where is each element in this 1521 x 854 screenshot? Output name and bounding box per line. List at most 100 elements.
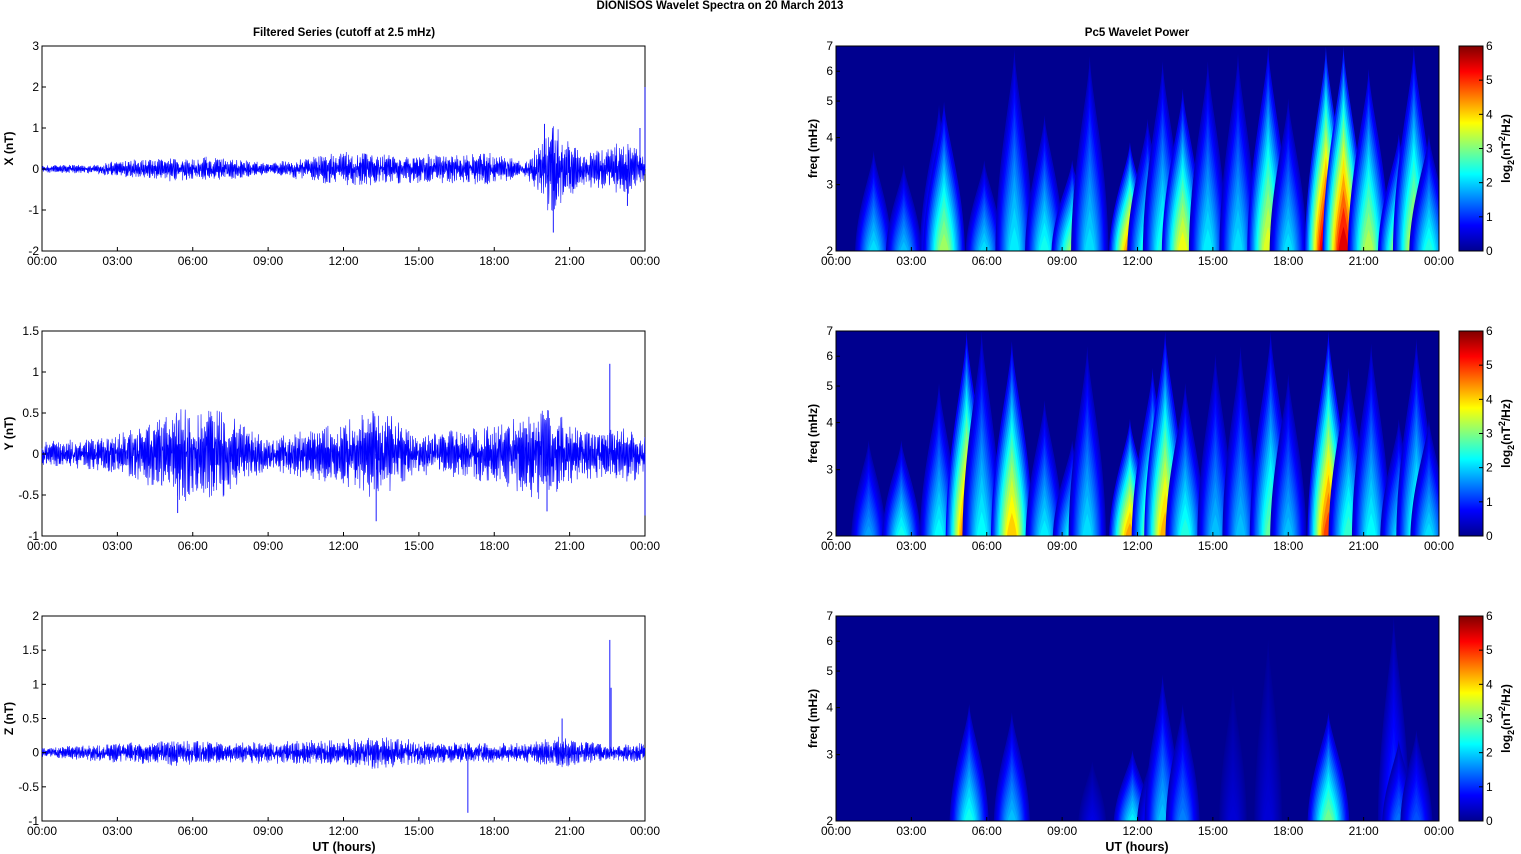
wp-x-panel: 2 3 4 5 6 7 freq (mHz) 0 1 2 3 4 5 6 log2(nT2/Hz) (806, 39, 1516, 258)
ts-x-x-tick-label: 00:00 (27, 254, 57, 268)
ts-z-y-tick-label: 0 (32, 746, 39, 760)
wp-x-y-tick-label: 4 (826, 131, 833, 145)
ts-z-x-tick-label: 09:00 (253, 824, 283, 838)
ts-y-y-tick-label: -0.5 (18, 488, 39, 502)
ts-x-x-tick-label: 03:00 (102, 254, 132, 268)
ts-y-panel: -1 -0.5 0 0.5 1 1.5 Y (nT) (2, 324, 646, 543)
wp-y-colorbar-label: log2(nT2/Hz) (1497, 399, 1516, 468)
ts-z-x-tick-label: 12:00 (328, 824, 358, 838)
wp-z-y-axis-label: freq (mHz) (806, 689, 820, 748)
ts-z-x-tick-label: 06:00 (178, 824, 208, 838)
wp-y-x-tick-label: 18:00 (1273, 539, 1303, 553)
ts-y-y-tick-label: -1 (28, 529, 39, 543)
ts-x-y-tick-label: -1 (28, 203, 39, 217)
wp-z-x-tick-label: 00:00 (1424, 824, 1454, 838)
ts-x-y-tick-label: 0 (32, 162, 39, 176)
ts-y-x-tick-label: 06:00 (178, 539, 208, 553)
wp-z-colorbar-tick-label: 6 (1486, 609, 1493, 623)
ts-z-y-tick-label: 1 (32, 677, 39, 691)
ts-x-x-tick-label: 15:00 (404, 254, 434, 268)
wp-z-y-tick-label: 2 (826, 814, 833, 828)
wp-z-x-tick-label: 21:00 (1349, 824, 1379, 838)
left-column-title: Filtered Series (cutoff at 2.5 mHz) (253, 27, 435, 39)
wp-y-y-axis-label: freq (mHz) (806, 404, 820, 463)
wp-x-colorbar-tick-label: 4 (1486, 107, 1493, 121)
ts-z-y-axis-label: Z (nT) (2, 702, 16, 735)
wp-z-colorbar-tick-label: 5 (1486, 643, 1493, 657)
wp-x-colorbar-tick-label: 6 (1486, 39, 1493, 53)
wp-y-y-tick-label: 4 (826, 416, 833, 430)
wp-x-colorbar-tick-label: 1 (1486, 210, 1493, 224)
wp-z-y-tick-label: 4 (826, 701, 833, 715)
ts-y-x-tick-label: 00:00 (27, 539, 57, 553)
wp-z-panel: 2 3 4 5 6 7 freq (mHz) 0 1 2 3 4 5 6 log2(nT2/Hz) (806, 609, 1516, 828)
right-column-title: Pc5 Wavelet Power (1085, 27, 1190, 39)
ts-y-y-tick-label: 0.5 (22, 406, 39, 420)
wp-z-colorbar-tick-label: 1 (1486, 780, 1493, 794)
wp-y-colorbar-tick-label: 5 (1486, 358, 1493, 372)
plots-layer: -2 -1 0 1 2 3 X (nT) 00:00 03:00 06:00 09:00 12:00 1… (2, 39, 1516, 838)
ts-z-y-tick-label: 1.5 (22, 643, 39, 657)
wp-x-x-tick-label: 00:00 (1424, 254, 1454, 268)
ts-y-x-tick-label: 03:00 (102, 539, 132, 553)
ts-y-x-tick-label: 12:00 (328, 539, 358, 553)
wp-z-x-tick-label: 09:00 (1047, 824, 1077, 838)
wp-x-x-tick-label: 03:00 (896, 254, 926, 268)
ts-x-y-tick-label: 1 (32, 121, 39, 135)
wp-x-y-axis-label: freq (mHz) (806, 119, 820, 178)
figure-title: DIONISOS Wavelet Spectra on 20 March 201… (597, 0, 844, 12)
ts-x-y-axis-label: X (nT) (2, 132, 16, 166)
ts-z-x-tick-label: 03:00 (102, 824, 132, 838)
wp-x-y-tick-label: 5 (826, 94, 833, 108)
wp-x-colorbar-label: log2(nT2/Hz) (1497, 114, 1516, 183)
wp-z-x-tick-label: 12:00 (1122, 824, 1152, 838)
ts-y-x-tick-label: 00:00 (630, 539, 660, 553)
ts-x-x-tick-label: 21:00 (555, 254, 585, 268)
ts-x-x-tick-label: 09:00 (253, 254, 283, 268)
wp-y-y-tick-label: 2 (826, 529, 833, 543)
wp-z-colorbar-tick-label: 4 (1486, 677, 1493, 691)
wp-y-colorbar-tick-label: 6 (1486, 324, 1493, 338)
wp-z-y-tick-label: 5 (826, 664, 833, 678)
ts-y-x-tick-label: 18:00 (479, 539, 509, 553)
wp-z-x-tick-label: 00:00 (821, 824, 851, 838)
ts-z-y-tick-label: 0.5 (22, 712, 39, 726)
ts-y-y-tick-label: 0 (32, 447, 39, 461)
wp-x-x-tick-label: 21:00 (1349, 254, 1379, 268)
wp-y-x-tick-label: 06:00 (972, 539, 1002, 553)
wp-x-colorbar-tick-label: 0 (1486, 244, 1493, 258)
wp-z-colorbar-label: log2(nT2/Hz) (1497, 684, 1516, 753)
wp-x-x-tick-label: 12:00 (1122, 254, 1152, 268)
wp-y-x-tick-label: 09:00 (1047, 539, 1077, 553)
ts-x-x-tick-label: 18:00 (479, 254, 509, 268)
wp-z-y-tick-label: 3 (826, 748, 833, 762)
wp-z-y-tick-label: 6 (826, 634, 833, 648)
ts-z-panel: -1 -0.5 0 0.5 1 1.5 2 Z (nT) (2, 609, 646, 828)
wp-x-y-tick-label: 7 (826, 39, 833, 53)
wp-x-x-tick-label: 09:00 (1047, 254, 1077, 268)
wp-y-y-tick-label: 6 (826, 349, 833, 363)
wp-y-y-tick-label: 3 (826, 463, 833, 477)
wp-y-x-tick-label: 00:00 (821, 539, 851, 553)
wp-z-colorbar-tick-label: 0 (1486, 814, 1493, 828)
wp-y-x-tick-label: 12:00 (1122, 539, 1152, 553)
wp-y-x-tick-label: 03:00 (896, 539, 926, 553)
ts-z-x-tick-label: 00:00 (27, 824, 57, 838)
ts-z-y-tick-label: 2 (32, 609, 39, 623)
ts-y-y-tick-label: 1.5 (22, 324, 39, 338)
wp-x-y-tick-label: 3 (826, 178, 833, 192)
ts-x-panel: -2 -1 0 1 2 3 X (nT) (2, 39, 646, 258)
ts-z-x-tick-label: 00:00 (630, 824, 660, 838)
wp-x-y-tick-label: 2 (826, 244, 833, 258)
wp-z-x-tick-label: 15:00 (1198, 824, 1228, 838)
wp-y-y-tick-label: 7 (826, 324, 833, 338)
ts-y-x-tick-label: 09:00 (253, 539, 283, 553)
wp-z-x-tick-label: 18:00 (1273, 824, 1303, 838)
ts-y-y-axis-label: Y (nT) (2, 417, 16, 451)
wp-z-x-tick-label: 03:00 (896, 824, 926, 838)
wp-y-colorbar-tick-label: 2 (1486, 461, 1493, 475)
ts-y-x-tick-label: 15:00 (404, 539, 434, 553)
ts-x-axes-frame (41, 45, 646, 252)
ts-z-axes-frame (41, 615, 646, 822)
wp-y-y-tick-label: 5 (826, 379, 833, 393)
